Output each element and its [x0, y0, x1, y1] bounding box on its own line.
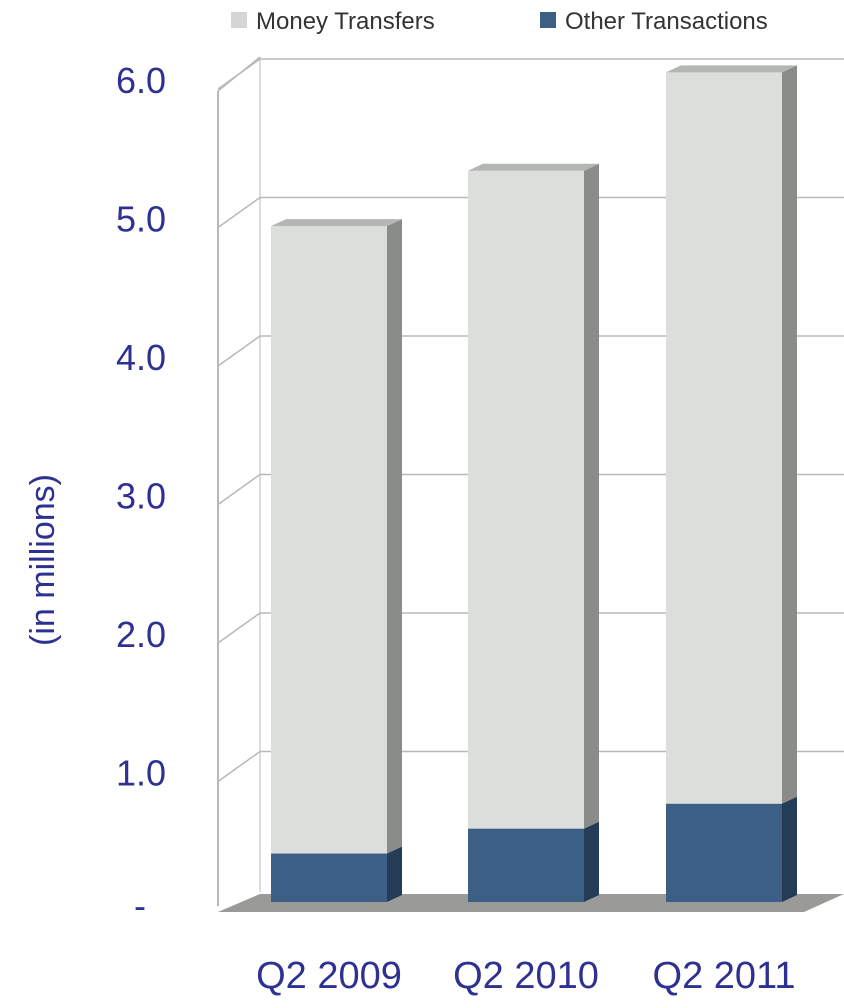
bar-top	[271, 219, 402, 227]
legend: Money Transfers Other Transactions	[231, 8, 768, 35]
bar-group	[468, 163, 599, 902]
bars	[271, 65, 797, 902]
y-axis-ticks: - 1.0 2.0 3.0 4.0 5.0 6.0	[116, 60, 166, 926]
legend-swatch-money-transfers	[231, 12, 247, 28]
y-axis-label: (in millions)	[24, 474, 62, 646]
x-tick-label: Q2 2009	[256, 955, 402, 997]
bar-segment	[468, 828, 584, 902]
bar-side	[387, 219, 402, 854]
bar-segment	[271, 853, 387, 902]
bar-top	[666, 65, 797, 73]
y-tick-label: 2.0	[116, 614, 166, 655]
bar-segment	[666, 803, 782, 902]
legend-label-other-transactions: Other Transactions	[565, 8, 768, 35]
gridline-depth	[217, 750, 261, 783]
gridline-depth	[217, 473, 261, 506]
gridline-depth	[217, 196, 261, 229]
x-tick-label: Q2 2011	[653, 955, 796, 997]
legend-item-money-transfers: Money Transfers	[231, 8, 435, 35]
bar-side	[584, 821, 599, 902]
gridline-depth	[217, 612, 261, 644]
legend-label-money-transfers: Money Transfers	[256, 8, 435, 35]
y-tick-label: 5.0	[116, 199, 166, 240]
y-tick-label: 6.0	[116, 60, 166, 101]
y-tick-label: 3.0	[116, 476, 166, 517]
bar-segment	[271, 226, 387, 854]
y-tick-label: -	[134, 885, 146, 926]
y-tick-label: 1.0	[116, 753, 166, 794]
bar-group	[666, 65, 797, 902]
y-tick-label: 4.0	[116, 337, 166, 378]
bar-side	[387, 846, 402, 902]
bar-side	[782, 65, 797, 804]
x-axis-labels: Q2 2009 Q2 2010 Q2 2011	[256, 955, 795, 997]
gridline-depth	[217, 58, 261, 90]
legend-swatch-other-transactions	[540, 12, 556, 28]
bar-group	[271, 219, 402, 902]
bar-side	[584, 163, 599, 829]
gridline-depth	[217, 335, 261, 367]
bar-top	[468, 163, 599, 171]
bar-segment	[666, 72, 782, 804]
x-tick-label: Q2 2010	[453, 955, 599, 997]
legend-item-other-transactions: Other Transactions	[540, 8, 768, 35]
bar-side	[782, 796, 797, 902]
bar-segment	[468, 170, 584, 829]
